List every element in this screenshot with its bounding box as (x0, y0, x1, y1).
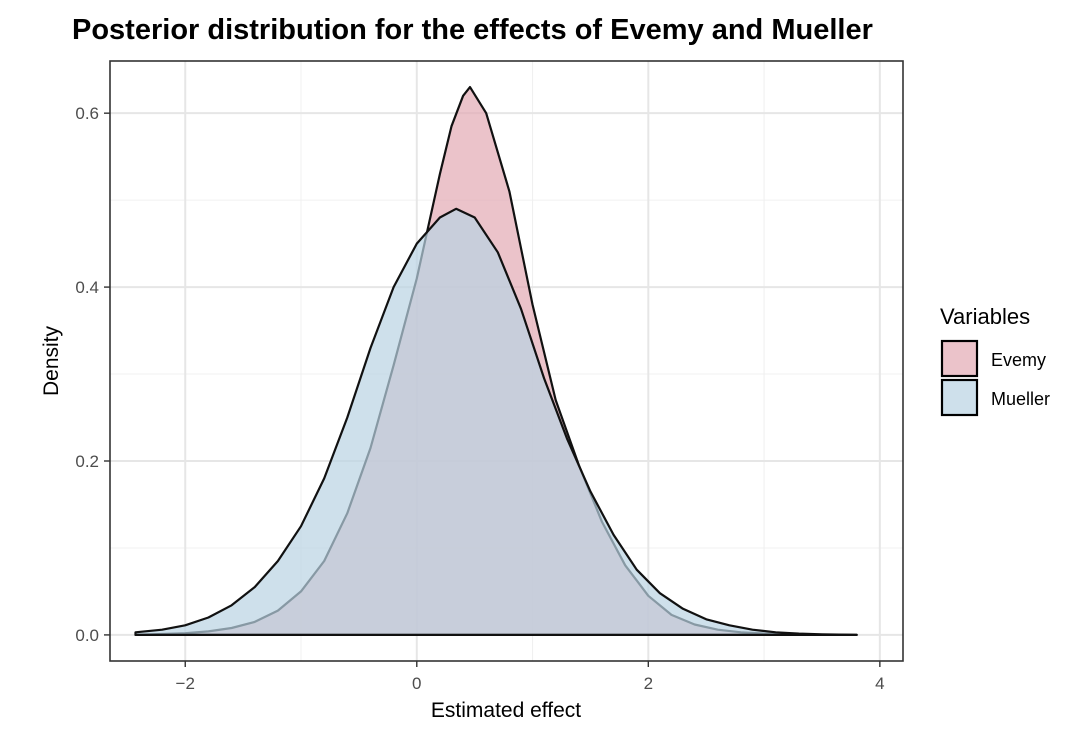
x-axis: −2 0 2 4 (176, 661, 885, 693)
y-tick-label: 0.0 (75, 626, 99, 645)
x-tick-label: −2 (176, 674, 195, 693)
legend: Variables Evemy Mueller (940, 304, 1050, 417)
plot-panel-border (109, 60, 904, 662)
legend-key-mueller (940, 378, 979, 417)
legend-label-evemy: Evemy (991, 350, 1046, 370)
legend-label-mueller: Mueller (991, 389, 1050, 409)
y-axis: 0.0 0.2 0.4 0.6 (75, 104, 110, 645)
y-tick-label: 0.6 (75, 104, 99, 123)
y-tick-label: 0.4 (75, 278, 99, 297)
y-axis-title: Density (40, 325, 63, 396)
density-area-mueller (134, 207, 858, 636)
density-areas (134, 86, 858, 636)
x-tick-label: 2 (644, 674, 653, 693)
legend-title: Variables (940, 304, 1030, 329)
y-tick-label: 0.2 (75, 452, 99, 471)
x-axis-title: Estimated effect (431, 699, 581, 722)
x-tick-label: 0 (412, 674, 421, 693)
legend-key-evemy (940, 339, 979, 378)
x-tick-label: 4 (875, 674, 884, 693)
chart-title: Posterior distribution for the effects o… (72, 14, 873, 46)
